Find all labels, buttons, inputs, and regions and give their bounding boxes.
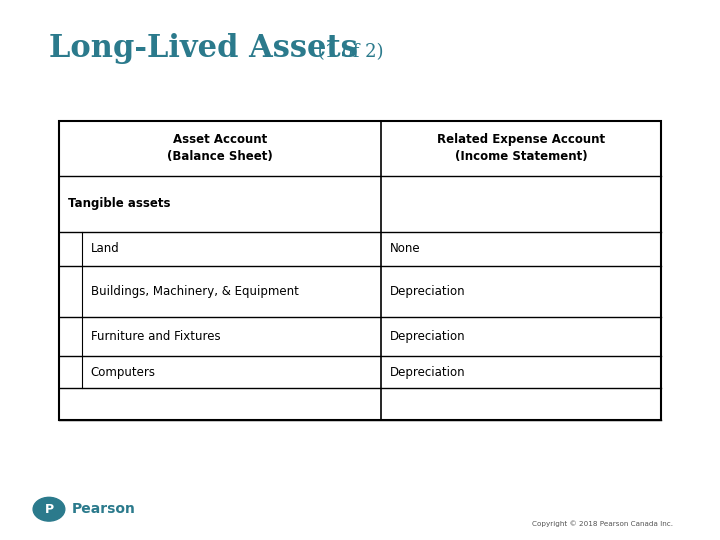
- Text: Buildings, Machinery, & Equipment: Buildings, Machinery, & Equipment: [91, 285, 299, 298]
- Text: Depreciation: Depreciation: [390, 366, 465, 379]
- Text: P: P: [45, 503, 53, 516]
- Text: Copyright © 2018 Pearson Canada Inc.: Copyright © 2018 Pearson Canada Inc.: [532, 521, 673, 527]
- Bar: [59, 122, 661, 420]
- Text: Pearson: Pearson: [72, 502, 136, 516]
- Text: Tangible assets: Tangible assets: [68, 197, 170, 211]
- Text: Computers: Computers: [91, 366, 156, 379]
- Text: (1 of 2): (1 of 2): [312, 43, 383, 60]
- Text: Long-Lived Assets: Long-Lived Assets: [49, 33, 358, 64]
- Text: Asset Account
(Balance Sheet): Asset Account (Balance Sheet): [167, 133, 273, 164]
- Text: Depreciation: Depreciation: [390, 330, 465, 343]
- Circle shape: [33, 497, 65, 521]
- Text: Depreciation: Depreciation: [390, 285, 465, 298]
- Text: Land: Land: [91, 242, 120, 255]
- Text: None: None: [390, 242, 420, 255]
- Text: Related Expense Account
(Income Statement): Related Expense Account (Income Statemen…: [437, 133, 605, 164]
- Text: Furniture and Fixtures: Furniture and Fixtures: [91, 330, 220, 343]
